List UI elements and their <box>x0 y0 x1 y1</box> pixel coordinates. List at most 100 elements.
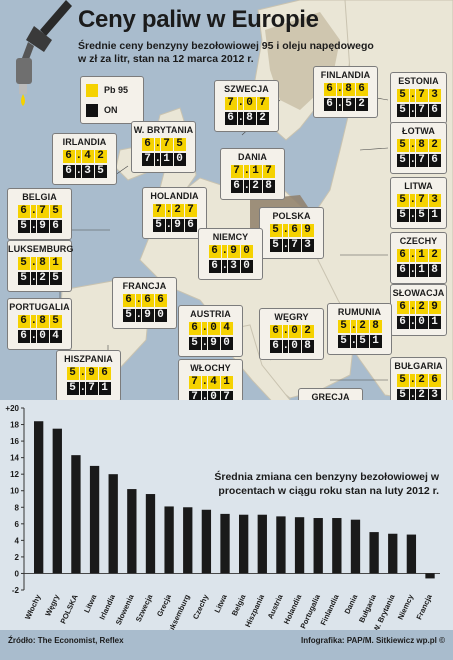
price-digit: 1 <box>428 316 441 329</box>
price-digit: 3 <box>428 89 441 102</box>
price-digit: 3 <box>428 389 441 402</box>
chart-title: Średnia zmiana cen benzyny bezołowiowej … <box>214 471 439 497</box>
price-digit: . <box>409 89 417 102</box>
price-digit: 1 <box>220 376 233 389</box>
price-digit: . <box>282 325 290 338</box>
price-digit: 7 <box>230 165 243 178</box>
price-digit: 5 <box>66 367 79 380</box>
price-digit: 5 <box>49 272 62 285</box>
price-digit: 7 <box>85 382 98 395</box>
country-name: WĘGRY <box>274 312 309 322</box>
price-digit: . <box>201 337 209 350</box>
price-digit: 0 <box>240 260 253 273</box>
price-digit: 7 <box>188 376 201 389</box>
price-legend: Pb 95 ON <box>80 76 144 124</box>
price-digit: 7 <box>415 154 428 167</box>
price-digit: 6 <box>269 340 282 353</box>
credit-note: Infografika: PAP/M. Sitkiewicz wp.pl © <box>301 636 445 645</box>
price-digit: 5 <box>396 374 409 387</box>
source-note: Źródło: The Economist, Reflex <box>8 636 124 645</box>
price-digit: 5 <box>342 98 355 111</box>
price-digit: 1 <box>160 153 173 166</box>
bar <box>239 514 249 574</box>
price-digit: 6 <box>396 316 409 329</box>
country-card: W. BRYTANIA 6. 7 5 7. 1 0 <box>131 121 196 173</box>
price-digit: . <box>350 335 358 348</box>
price-digit: 3 <box>428 194 441 207</box>
price-digit: 9 <box>428 301 441 314</box>
country-name: RUMUNIA <box>337 307 382 317</box>
bar <box>388 533 398 574</box>
price-digit: 8 <box>262 180 275 193</box>
price-digit: 7 <box>224 97 237 110</box>
price-digit: 5 <box>188 337 201 350</box>
y-tick-label: 6 <box>15 520 20 529</box>
price-digit: . <box>30 315 38 328</box>
price-digit: 9 <box>141 309 154 322</box>
y-tick-label: 14 <box>10 454 19 463</box>
price-digit: 1 <box>415 249 428 262</box>
price-digit: 7 <box>160 138 173 151</box>
y-tick-label: 18 <box>10 421 19 430</box>
price-digit: 7 <box>256 97 269 110</box>
price-digit: 0 <box>36 330 49 343</box>
bar <box>89 465 100 574</box>
price-digit: 5 <box>396 139 409 152</box>
y-tick-label: 10 <box>10 487 19 496</box>
page-title: Ceny paliw w Europie <box>78 6 319 33</box>
price-digit: 3 <box>81 165 94 178</box>
country-name: HOLANDIA <box>150 191 199 201</box>
legend-on-label: ON <box>104 105 118 115</box>
price-digit: 5 <box>396 209 409 222</box>
price-digit: 8 <box>243 112 256 125</box>
price-digit: 1 <box>415 264 428 277</box>
country-name: POLSKA <box>272 211 311 221</box>
price-digit: 2 <box>415 301 428 314</box>
y-tick-label: 0 <box>15 569 20 578</box>
price-digit: . <box>282 340 290 353</box>
price-digit: 2 <box>415 374 428 387</box>
price-digit: 6 <box>428 104 441 117</box>
price-digit: 7 <box>152 204 165 217</box>
country-name: HISZPANIA <box>64 354 113 364</box>
y-tick-label: 4 <box>15 536 20 545</box>
price-digit: 6 <box>208 245 221 258</box>
price-digit: 5 <box>396 104 409 117</box>
country-card: HOLANDIA 7. 2 7 5. 9 6 <box>142 187 207 239</box>
price-digit: . <box>409 139 417 152</box>
price-digit: 7 <box>415 104 428 117</box>
price-digit: 5 <box>396 89 409 102</box>
price-digit: . <box>336 83 344 96</box>
price-digit: 0 <box>207 322 220 335</box>
price-digit: . <box>30 272 38 285</box>
country-card: RUMUNIA 5. 2 8 5. 5 1 <box>327 303 392 355</box>
price-digit: . <box>201 376 209 389</box>
price-digit: . <box>165 219 173 232</box>
price-digit: 2 <box>171 204 184 217</box>
price-digit: . <box>409 154 417 167</box>
price-digit: . <box>79 382 87 395</box>
country-card: BELGIA 6. 7 5 5. 9 6 <box>7 188 72 240</box>
country-card: NIEMCY 6. 9 0 6. 3 0 <box>198 228 263 280</box>
price-digit: 3 <box>301 239 314 252</box>
price-digit: 0 <box>415 316 428 329</box>
